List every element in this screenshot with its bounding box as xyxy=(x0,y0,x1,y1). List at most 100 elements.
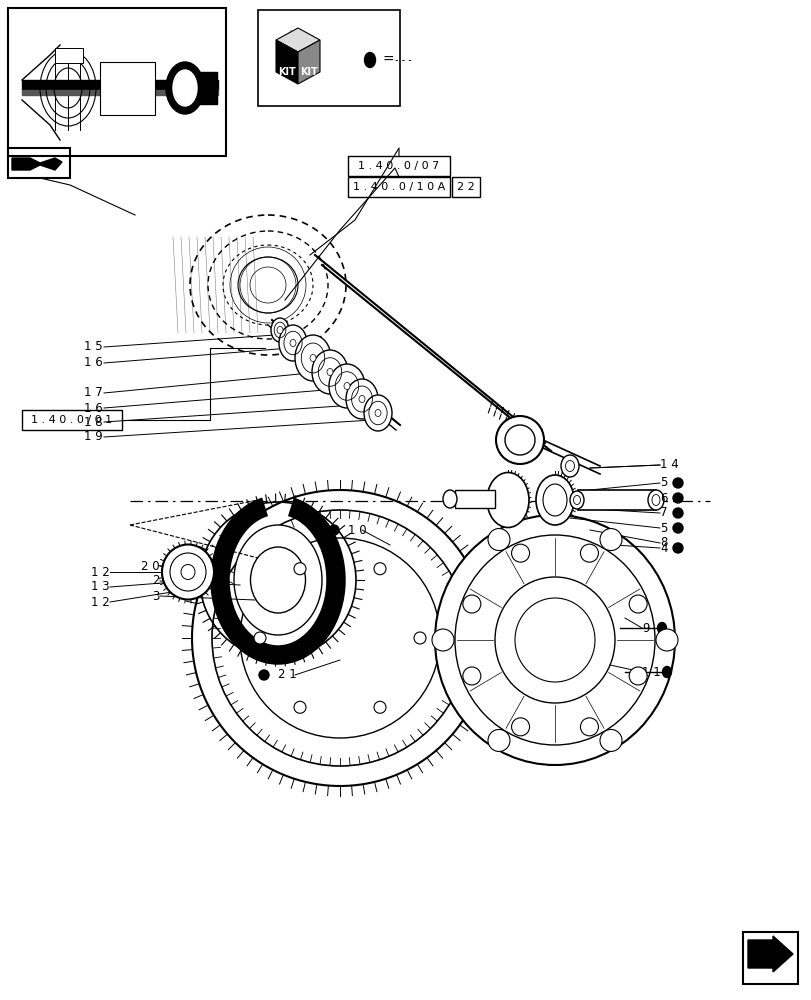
Ellipse shape xyxy=(564,460,574,472)
Ellipse shape xyxy=(374,701,385,713)
Text: KIT: KIT xyxy=(278,67,295,77)
Ellipse shape xyxy=(414,632,426,644)
Text: 1 3: 1 3 xyxy=(92,580,109,593)
Text: 1 4: 1 4 xyxy=(659,458,678,472)
Ellipse shape xyxy=(599,729,621,751)
Polygon shape xyxy=(12,158,62,170)
Text: 1 1: 1 1 xyxy=(642,666,660,678)
Ellipse shape xyxy=(173,70,197,106)
Ellipse shape xyxy=(374,563,385,575)
Ellipse shape xyxy=(672,493,682,503)
Bar xyxy=(577,490,655,510)
Ellipse shape xyxy=(672,508,682,518)
Polygon shape xyxy=(298,40,320,84)
Text: 1 6: 1 6 xyxy=(84,357,103,369)
Ellipse shape xyxy=(435,515,674,765)
Bar xyxy=(22,80,217,90)
Ellipse shape xyxy=(569,491,583,509)
Ellipse shape xyxy=(294,701,306,713)
Bar xyxy=(452,177,479,197)
Bar xyxy=(348,177,449,197)
Bar xyxy=(742,932,797,984)
Ellipse shape xyxy=(327,368,333,375)
Text: 1 9: 1 9 xyxy=(84,430,103,444)
Bar xyxy=(258,10,400,106)
Text: KIT: KIT xyxy=(300,67,317,77)
Text: 1 7: 1 7 xyxy=(84,386,103,399)
Bar xyxy=(22,410,122,430)
Text: 6: 6 xyxy=(659,491,667,504)
Ellipse shape xyxy=(294,335,331,381)
Text: 1 . 4 0 . 0 / 1 0 A: 1 . 4 0 . 0 / 1 0 A xyxy=(353,182,444,192)
Text: 4: 4 xyxy=(659,542,667,554)
Ellipse shape xyxy=(580,718,598,736)
Bar xyxy=(55,48,83,63)
Ellipse shape xyxy=(535,475,573,525)
Text: 3: 3 xyxy=(152,589,160,602)
Ellipse shape xyxy=(181,564,195,580)
Text: 1 . 4 0 . 0 / 0 7: 1 . 4 0 . 0 / 0 7 xyxy=(358,161,439,171)
Ellipse shape xyxy=(672,543,682,553)
Ellipse shape xyxy=(672,478,682,488)
Ellipse shape xyxy=(294,563,306,575)
Ellipse shape xyxy=(443,490,457,508)
Bar xyxy=(100,62,155,115)
Ellipse shape xyxy=(647,490,663,510)
Bar xyxy=(8,8,225,156)
Ellipse shape xyxy=(254,632,266,644)
Ellipse shape xyxy=(344,382,350,389)
Text: 2: 2 xyxy=(152,574,160,587)
Ellipse shape xyxy=(259,670,268,680)
Ellipse shape xyxy=(311,350,348,394)
Ellipse shape xyxy=(169,553,206,591)
Ellipse shape xyxy=(234,525,322,635)
Ellipse shape xyxy=(375,410,380,416)
Bar xyxy=(185,72,217,104)
Text: 1 2: 1 2 xyxy=(91,566,109,578)
Ellipse shape xyxy=(431,629,453,651)
Ellipse shape xyxy=(364,53,375,68)
Ellipse shape xyxy=(271,318,289,342)
Text: 2 0: 2 0 xyxy=(141,560,160,572)
Bar xyxy=(8,148,70,178)
Ellipse shape xyxy=(487,729,509,751)
Ellipse shape xyxy=(328,364,365,408)
Ellipse shape xyxy=(511,718,529,736)
Polygon shape xyxy=(276,40,298,84)
Ellipse shape xyxy=(487,473,528,528)
Ellipse shape xyxy=(629,595,646,613)
Ellipse shape xyxy=(599,529,621,551)
Ellipse shape xyxy=(662,666,671,678)
Ellipse shape xyxy=(487,529,509,551)
Text: 1 6: 1 6 xyxy=(84,401,103,414)
Ellipse shape xyxy=(543,484,566,516)
Bar xyxy=(22,90,217,95)
Ellipse shape xyxy=(629,667,646,685)
Ellipse shape xyxy=(496,416,543,464)
Text: 7: 7 xyxy=(659,506,667,520)
Ellipse shape xyxy=(655,629,677,651)
Text: 5: 5 xyxy=(659,477,667,489)
Text: 2 2: 2 2 xyxy=(457,182,474,192)
Ellipse shape xyxy=(358,395,365,402)
Ellipse shape xyxy=(165,62,204,114)
Ellipse shape xyxy=(580,544,598,562)
Bar xyxy=(348,156,449,176)
Ellipse shape xyxy=(657,622,666,634)
Text: 1 2: 1 2 xyxy=(91,595,109,608)
Text: 5: 5 xyxy=(659,522,667,534)
Ellipse shape xyxy=(345,379,378,419)
Ellipse shape xyxy=(279,325,307,361)
Ellipse shape xyxy=(672,523,682,533)
Polygon shape xyxy=(276,28,320,52)
Bar xyxy=(454,490,495,508)
Text: 9: 9 xyxy=(642,621,649,635)
Text: 1 5: 1 5 xyxy=(84,340,103,354)
Text: 1 0: 1 0 xyxy=(348,524,367,536)
Ellipse shape xyxy=(560,455,578,477)
Polygon shape xyxy=(747,936,792,972)
Ellipse shape xyxy=(310,355,315,361)
Text: 2 1: 2 1 xyxy=(277,668,296,682)
Ellipse shape xyxy=(651,494,659,506)
Ellipse shape xyxy=(162,544,214,599)
